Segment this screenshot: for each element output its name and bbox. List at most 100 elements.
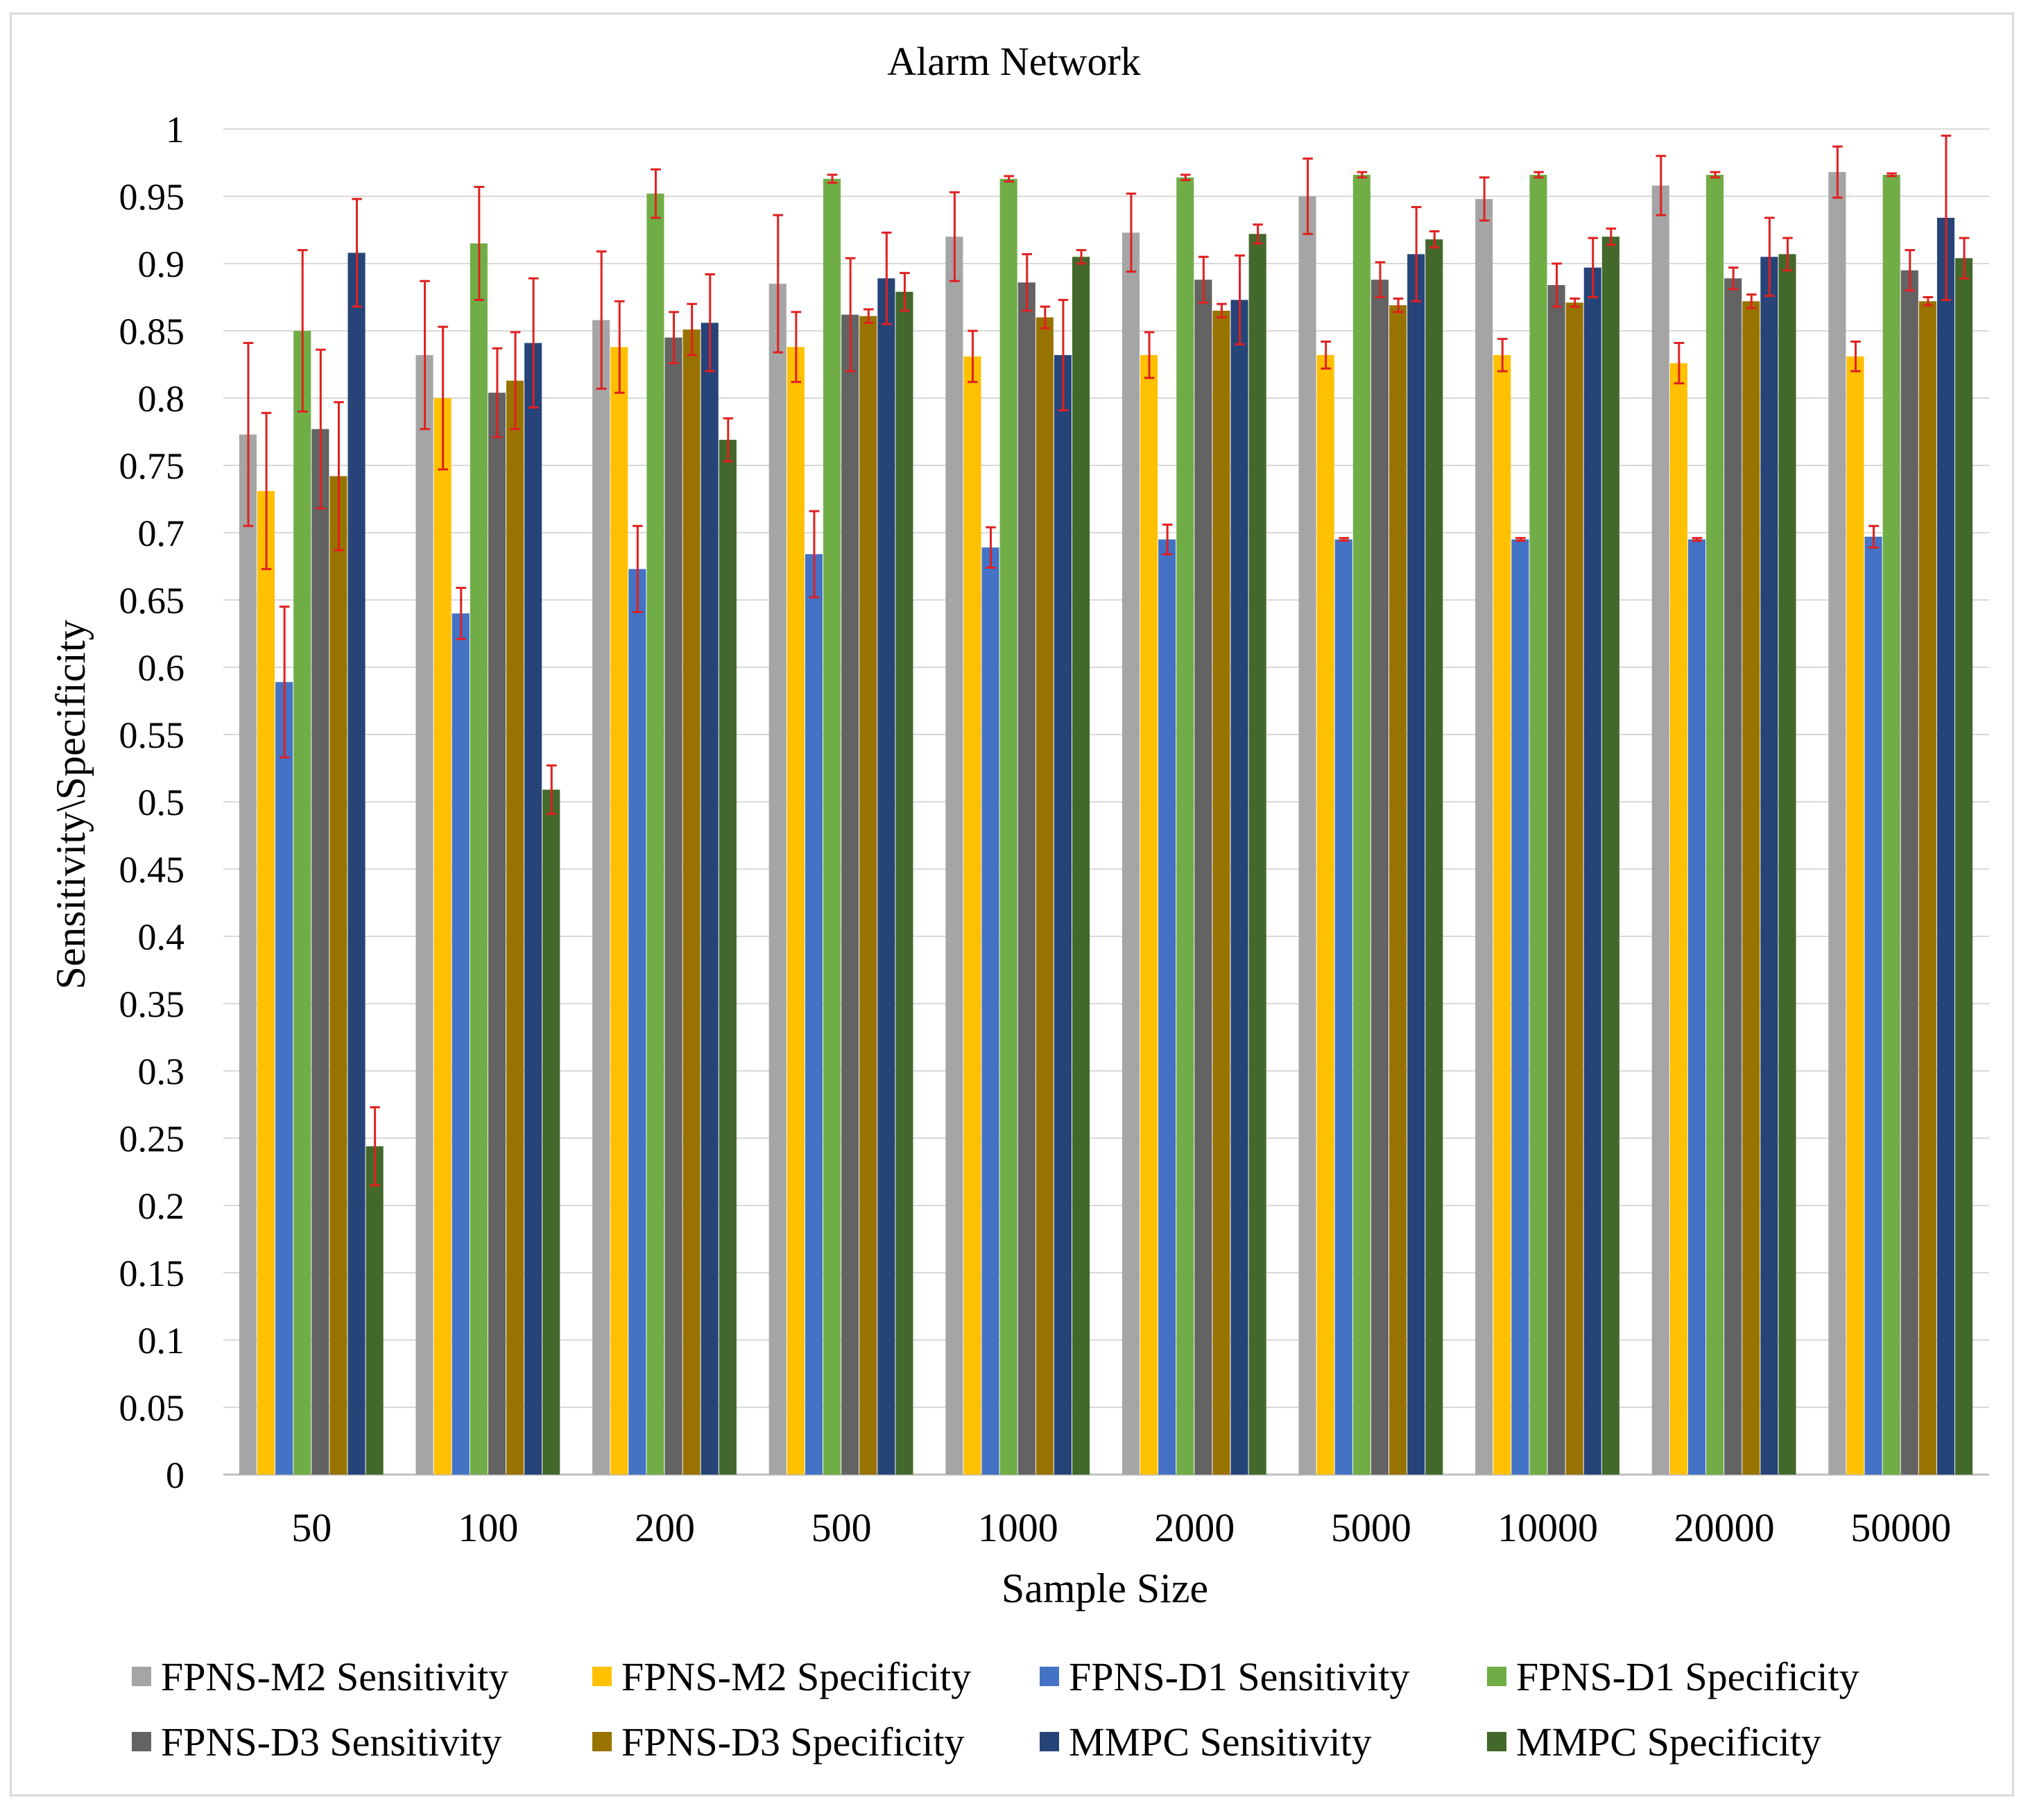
error-bar <box>279 606 290 759</box>
legend-row: FPNS-D3 Sensitivity FPNS-D3 Specificity MM… <box>132 1709 1935 1774</box>
x-tick-label: 500 <box>811 1505 872 1550</box>
error-bar <box>1144 331 1155 379</box>
y-axis-label: Sensitivity\Specificity <box>48 619 94 989</box>
y-tick-label: 0.85 <box>119 311 185 352</box>
error-bar <box>528 277 539 409</box>
error-bar <box>1959 237 1970 280</box>
error-bar <box>438 325 448 471</box>
error-bar <box>1552 262 1562 308</box>
bar <box>311 429 329 1475</box>
error-bar <box>1674 341 1685 385</box>
bar <box>1511 539 1529 1475</box>
y-tick-label: 0.55 <box>119 714 185 756</box>
error-bar <box>1905 249 1916 292</box>
bar <box>1230 300 1248 1475</box>
error-bar <box>809 510 820 599</box>
bar <box>524 343 542 1475</box>
error-bar <box>1375 261 1386 298</box>
error-bar <box>474 185 485 301</box>
y-tick-label: 0.05 <box>119 1387 185 1429</box>
bar <box>1846 356 1864 1475</box>
legend-swatch <box>132 1732 151 1751</box>
legend-item: FPNS-D3 Sensitivity <box>132 1719 592 1765</box>
error-bar <box>1022 252 1033 312</box>
bar <box>1248 234 1266 1475</box>
error-bar <box>705 273 716 372</box>
bar <box>1407 254 1425 1475</box>
legend-item: FPNS-D1 Specificity <box>1487 1654 1935 1700</box>
bar <box>768 284 787 1475</box>
bar <box>701 323 719 1475</box>
y-tick-label: 0.9 <box>138 243 185 285</box>
bar <box>1425 239 1443 1475</box>
bar <box>841 314 859 1475</box>
bar <box>1900 270 1918 1475</box>
error-bar <box>723 417 734 463</box>
bar <box>787 347 805 1475</box>
chart-title: Alarm Network <box>887 39 1141 84</box>
y-tick-label: 0.3 <box>138 1051 185 1092</box>
bar <box>1760 257 1778 1475</box>
error-bar <box>882 231 892 325</box>
bar <box>1158 539 1176 1475</box>
y-tick-labels: 0 0.05 0.1 0.15 0.2 0.25 0.3 0.35 0.4 0.45 0.5 0.55… <box>119 109 185 1496</box>
bar <box>1122 232 1140 1475</box>
y-tick-label: 1 <box>166 109 184 151</box>
legend-swatch <box>1487 1732 1506 1751</box>
legend-item: FPNS-D1 Sensitivity <box>1040 1654 1487 1700</box>
y-tick-label: 0.2 <box>138 1185 185 1227</box>
bar <box>366 1146 384 1475</box>
error-bar <box>596 250 607 390</box>
error-bar <box>845 257 856 372</box>
error-bars <box>243 135 1970 1187</box>
bar <box>981 547 999 1475</box>
error-bar <box>1004 175 1014 183</box>
bar <box>1334 539 1352 1475</box>
bar <box>1017 282 1036 1475</box>
bar <box>542 789 560 1475</box>
bar <box>1651 185 1669 1475</box>
bar <box>1955 258 1973 1475</box>
legend-swatch <box>1040 1732 1059 1751</box>
error-bar <box>949 191 960 282</box>
legend-label: FPNS-D1 Sensitivity <box>1069 1654 1410 1699</box>
error-bar <box>1570 297 1580 308</box>
error-bar <box>1515 537 1526 542</box>
legend-label: FPNS-D3 Specificity <box>621 1719 965 1765</box>
error-bar <box>773 214 784 354</box>
x-tick-label: 1000 <box>978 1505 1058 1550</box>
bars <box>239 172 1973 1475</box>
y-tick-label: 0.25 <box>119 1118 185 1160</box>
legend-swatch <box>1040 1667 1059 1686</box>
legend-item: MMPC Sensitivity <box>1040 1719 1487 1765</box>
y-tick-label: 0.6 <box>138 647 185 689</box>
bar <box>1316 354 1334 1475</box>
error-bar <box>1217 302 1227 319</box>
legend-label: FPNS-D1 Specificity <box>1516 1654 1859 1699</box>
y-tick-label: 0.5 <box>138 782 185 823</box>
error-bar <box>863 308 874 324</box>
bar <box>719 440 737 1475</box>
error-bar <box>614 300 625 394</box>
bar <box>592 320 610 1475</box>
bar <box>1918 301 1936 1475</box>
error-bar <box>1850 341 1861 372</box>
bar <box>1669 363 1687 1475</box>
error-bar <box>1588 237 1599 298</box>
y-tick-label: 0.65 <box>119 580 185 621</box>
legend-item: FPNS-M2 Specificity <box>592 1654 1040 1700</box>
bar <box>257 490 275 1475</box>
error-bar <box>687 302 697 357</box>
error-bar <box>1058 298 1069 411</box>
error-bar <box>1253 223 1263 245</box>
bar <box>1864 536 1882 1475</box>
bar <box>877 278 895 1475</box>
error-bar <box>316 348 326 510</box>
error-bar <box>492 347 503 438</box>
bar <box>1493 354 1511 1475</box>
error-bar <box>334 401 344 551</box>
error-bar <box>900 272 910 312</box>
bar <box>1778 254 1796 1475</box>
error-bar <box>1235 254 1245 345</box>
y-tick-label: 0.8 <box>138 378 185 420</box>
